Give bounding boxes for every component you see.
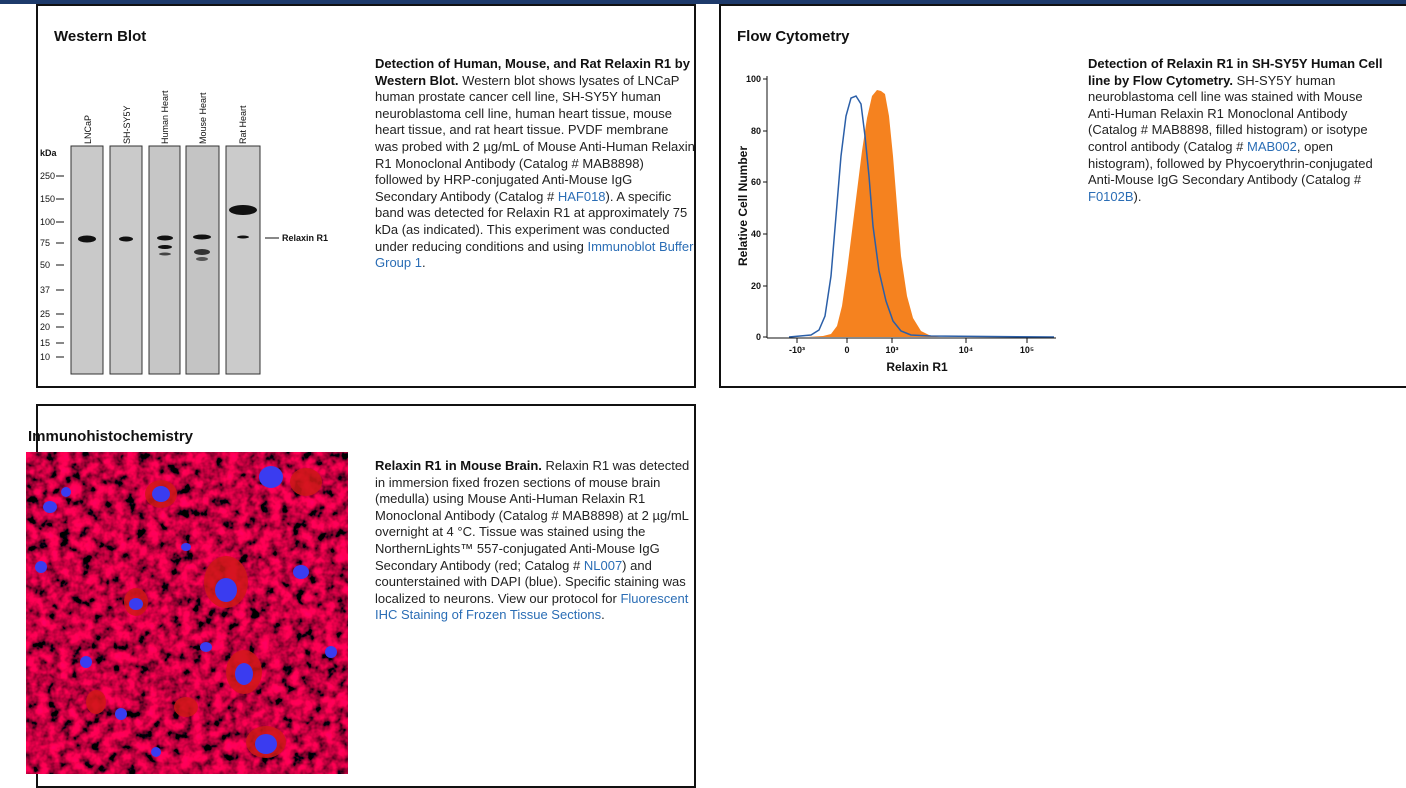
panel-title: Immunohistochemistry (28, 428, 193, 445)
y-axis-label: Relative Cell Number (736, 146, 750, 266)
lanes (71, 146, 260, 374)
caption: Detection of Relaxin R1 in SH-SY5Y Human… (1088, 56, 1383, 205)
marker-label: 50 (40, 260, 50, 270)
y-tick-label: 40 (751, 229, 761, 239)
lane-label: Rat Heart (238, 105, 248, 144)
y-tick-label: 60 (751, 177, 761, 187)
band-label: Relaxin R1 (282, 233, 328, 243)
y-tick-label: 100 (746, 74, 761, 84)
x-axis-label: Relaxin R1 (886, 360, 948, 374)
marker-label: 75 (40, 238, 50, 248)
marker-label: 150 (40, 194, 55, 204)
marker-label: 20 (40, 322, 50, 332)
x-tick-label: 10⁵ (1020, 345, 1034, 355)
x-tick-label: -10³ (789, 345, 805, 355)
y-tick-label: 80 (751, 126, 761, 136)
lane-label: Mouse Heart (198, 92, 208, 144)
panel-title: Flow Cytometry (737, 28, 850, 45)
x-tick-label: 0 (844, 345, 849, 355)
caption-link[interactable]: F0102B (1088, 189, 1134, 204)
caption-link[interactable]: MAB002 (1247, 139, 1297, 154)
caption-text: . (601, 607, 605, 622)
lane-labels: LNCaP SH-SY5Y Human Heart Mouse Heart Ra… (83, 90, 248, 144)
caption: Relaxin R1 in Mouse Brain. Relaxin R1 wa… (375, 458, 695, 624)
caption-text: ). (1134, 189, 1142, 204)
marker-label: kDa (40, 148, 58, 158)
ihc-image (26, 452, 348, 774)
lane-label: Human Heart (160, 90, 170, 144)
caption-link[interactable]: HAF018 (558, 189, 606, 204)
panel: Western Blot LNCaP SH-SY5Y Human Heart M… (36, 4, 696, 388)
marker-label: 15 (40, 338, 50, 348)
lane-label: SH-SY5Y (122, 105, 132, 144)
x-tick-label: 10³ (885, 345, 898, 355)
caption-heading: Relaxin R1 in Mouse Brain. (375, 458, 542, 473)
marker-label: 100 (40, 217, 55, 227)
marker-label: 37 (40, 285, 50, 295)
caption-text: . (422, 255, 426, 270)
page: {"panels": [ {"title": "Western Blot", "… (0, 0, 1406, 783)
caption-text: Relaxin R1 was detected in immersion fix… (375, 458, 689, 573)
y-tick-label: 20 (751, 281, 761, 291)
marker-label: 25 (40, 309, 50, 319)
open-histogram (789, 96, 1054, 337)
caption-text: Western blot shows lysates of LNCaP huma… (375, 73, 695, 204)
lane-label: LNCaP (83, 115, 93, 144)
panel: Immunohistochemistry Relaxin R1 in M (36, 404, 696, 788)
marker-label: 10 (40, 352, 50, 362)
panel: Flow Cytometry 0 20 40 60 80 100 -10³ 0 10³ 10⁴ 10… (719, 4, 1406, 388)
panel-title: Western Blot (54, 28, 146, 45)
tissue-texture (26, 452, 348, 774)
y-tick-label: 0 (756, 332, 761, 342)
filled-histogram (806, 90, 941, 337)
x-tick-label: 10⁴ (959, 345, 973, 355)
caption: Detection of Human, Mouse, and Rat Relax… (375, 56, 695, 272)
marker-label: 250 (40, 171, 55, 181)
flow-histogram-image: 0 20 40 60 80 100 -10³ 0 10³ 10⁴ 10⁵ Relative Cell… (721, 56, 1071, 386)
western-blot-image: LNCaP SH-SY5Y Human Heart Mouse Heart Ra… (38, 56, 358, 386)
caption-link[interactable]: NL007 (584, 558, 622, 573)
marker-labels: kDa 250 150 100 75 50 37 25 20 15 10 (40, 148, 64, 362)
